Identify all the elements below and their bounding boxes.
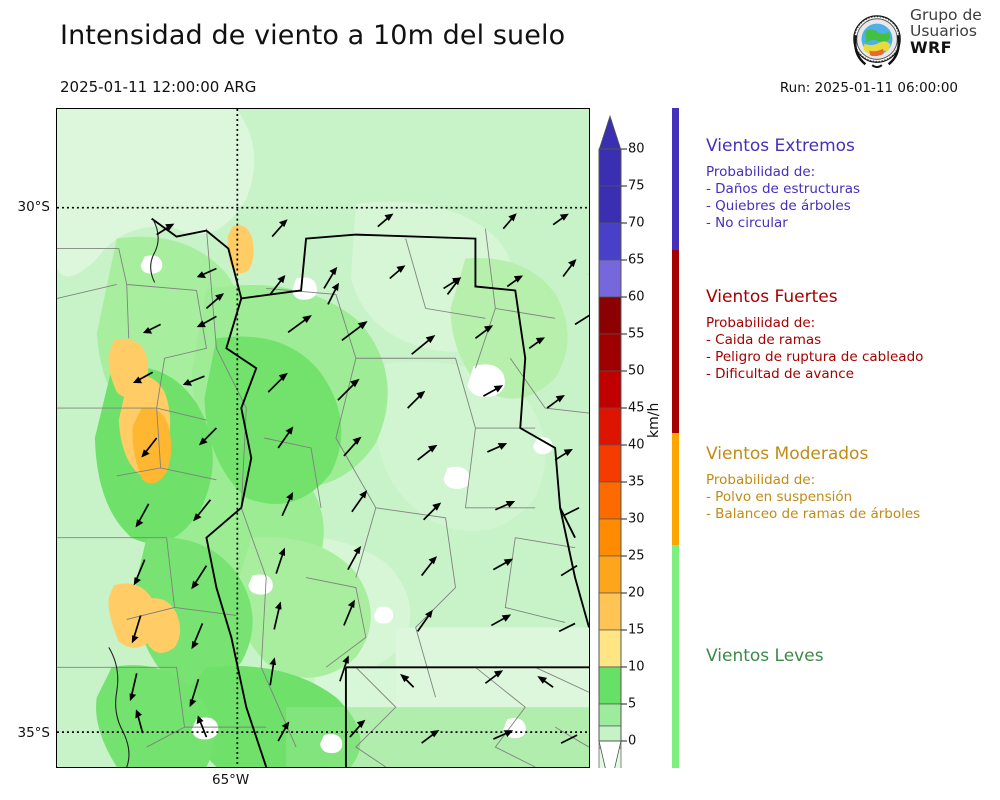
category-intro: Probabilidad de: (706, 472, 816, 488)
colorbar-tick-25: 25 (628, 548, 645, 564)
logo-text: Grupo de Usuarios WRF (910, 6, 982, 57)
lat-tick-35s: 35°S (17, 725, 51, 741)
colorbar-tick-20: 20 (628, 585, 645, 601)
category-title: Vientos Extremos (706, 136, 855, 156)
logo-line-1: Grupo de (910, 6, 982, 24)
colorbar-tick-75: 75 (628, 178, 645, 194)
run-time-label: Run: 2025-01-11 06:00:00 (779, 80, 958, 96)
globe-emblem-icon (853, 15, 901, 69)
category-item: - No circular (706, 215, 788, 232)
colorbar-tick-45: 45 (628, 400, 645, 416)
colorbar-tick-30: 30 (628, 511, 645, 527)
colorbar-tick-5: 5 (628, 696, 637, 712)
lon-tick-65w: 65°W (212, 772, 250, 788)
category-color-bar-1 (672, 108, 679, 250)
colorbar-tick-40: 40 (628, 437, 645, 453)
category-intro: Probabilidad de: (706, 164, 816, 180)
logo-line-3: WRF (910, 37, 952, 57)
colorbar-tick-10: 10 (628, 659, 645, 675)
category-item: - Balanceo de ramas de árboles (706, 506, 921, 523)
category-block-1: Vientos Extremos Probabilidad de: - Daños … (706, 136, 860, 233)
colorbar-gradient (598, 114, 627, 768)
valid-time-label: 2025-01-11 12:00:00 ARG (60, 78, 257, 96)
category-item: - Caida de ramas (706, 332, 822, 349)
category-block-3: Vientos Moderados Probabilidad de: - Polvo… (706, 444, 920, 523)
category-item: - Dificultad de avance (706, 366, 854, 383)
category-block-4: Vientos Leves (706, 646, 824, 674)
category-title: Vientos Moderados (706, 444, 869, 464)
category-item: - Quiebres de árboles (706, 198, 851, 215)
category-title: Vientos Fuertes (706, 287, 838, 307)
category-title: Vientos Leves (706, 646, 824, 666)
colorbar[interactable]: km/h 0 5 10 15 20 25 30 35 40 45 50 55 60 65 70 75 80 (598, 108, 668, 768)
lat-tick-30s: 30°S (17, 199, 51, 215)
colorbar-unit-label: km/h (646, 402, 662, 438)
category-intro: Probabilidad de: (706, 315, 816, 331)
colorbar-tick-65: 65 (628, 252, 645, 268)
colorbar-tick-0: 0 (628, 733, 637, 749)
category-color-bar-2 (672, 250, 679, 433)
category-color-bar-4 (672, 545, 679, 768)
category-color-bar-3 (672, 433, 679, 545)
category-item: - Peligro de ruptura de cableado (706, 349, 924, 366)
logo-line-2: Usuarios (910, 21, 977, 40)
category-item: - Polvo en suspensión (706, 489, 853, 506)
colorbar-tick-70: 70 (628, 215, 645, 231)
page-title: Intensidad de viento a 10m del suelo (60, 20, 566, 51)
colorbar-tick-55: 55 (628, 326, 645, 342)
colorbar-tick-80: 80 (628, 141, 645, 157)
colorbar-tick-15: 15 (628, 622, 645, 638)
category-block-2: Vientos Fuertes Probabilidad de: - Caida d… (706, 287, 923, 384)
wind-speed-map[interactable] (56, 108, 590, 768)
category-item: - Daños de estructuras (706, 181, 861, 198)
colorbar-tick-50: 50 (628, 363, 645, 379)
wrf-logo: Grupo de Usuarios WRF (848, 6, 998, 72)
colorbar-tick-60: 60 (628, 289, 645, 305)
colorbar-tick-35: 35 (628, 474, 645, 490)
map-field-canvas (57, 109, 589, 767)
